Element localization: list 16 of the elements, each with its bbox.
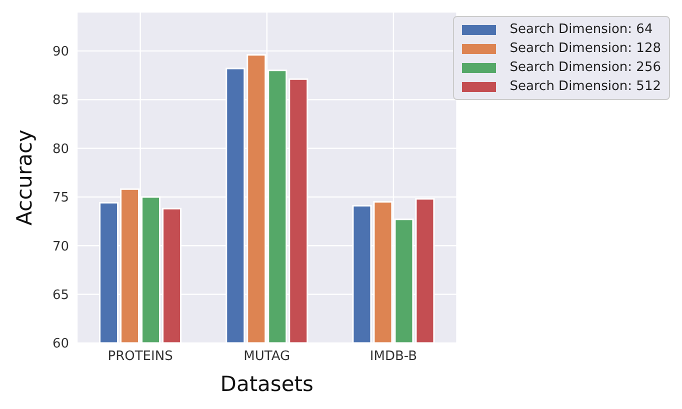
y-tick-label: 65 [52,288,69,303]
y-tick-label: 90 [52,44,69,60]
x-tick-label: MUTAG [244,349,290,364]
y-tick-label: 60 [52,336,69,352]
y-tick-label: 85 [52,93,69,108]
x-axis-title: Datasets [220,372,314,396]
y-tick-label: 80 [52,142,69,157]
y-tick-label: 75 [52,190,69,206]
legend-label: Search Dimension: 64 [510,21,653,39]
legend-label: Search Dimension: 512 [510,78,661,96]
legend-label: Search Dimension: 128 [510,40,661,58]
x-tick-label: IMDB-B [370,349,418,364]
legend-label: Search Dimension: 256 [510,59,661,77]
x-tick-label: PROTEINS [108,349,173,364]
y-tick-label: 70 [52,239,69,254]
y-axis-title: Accuracy [12,130,36,226]
